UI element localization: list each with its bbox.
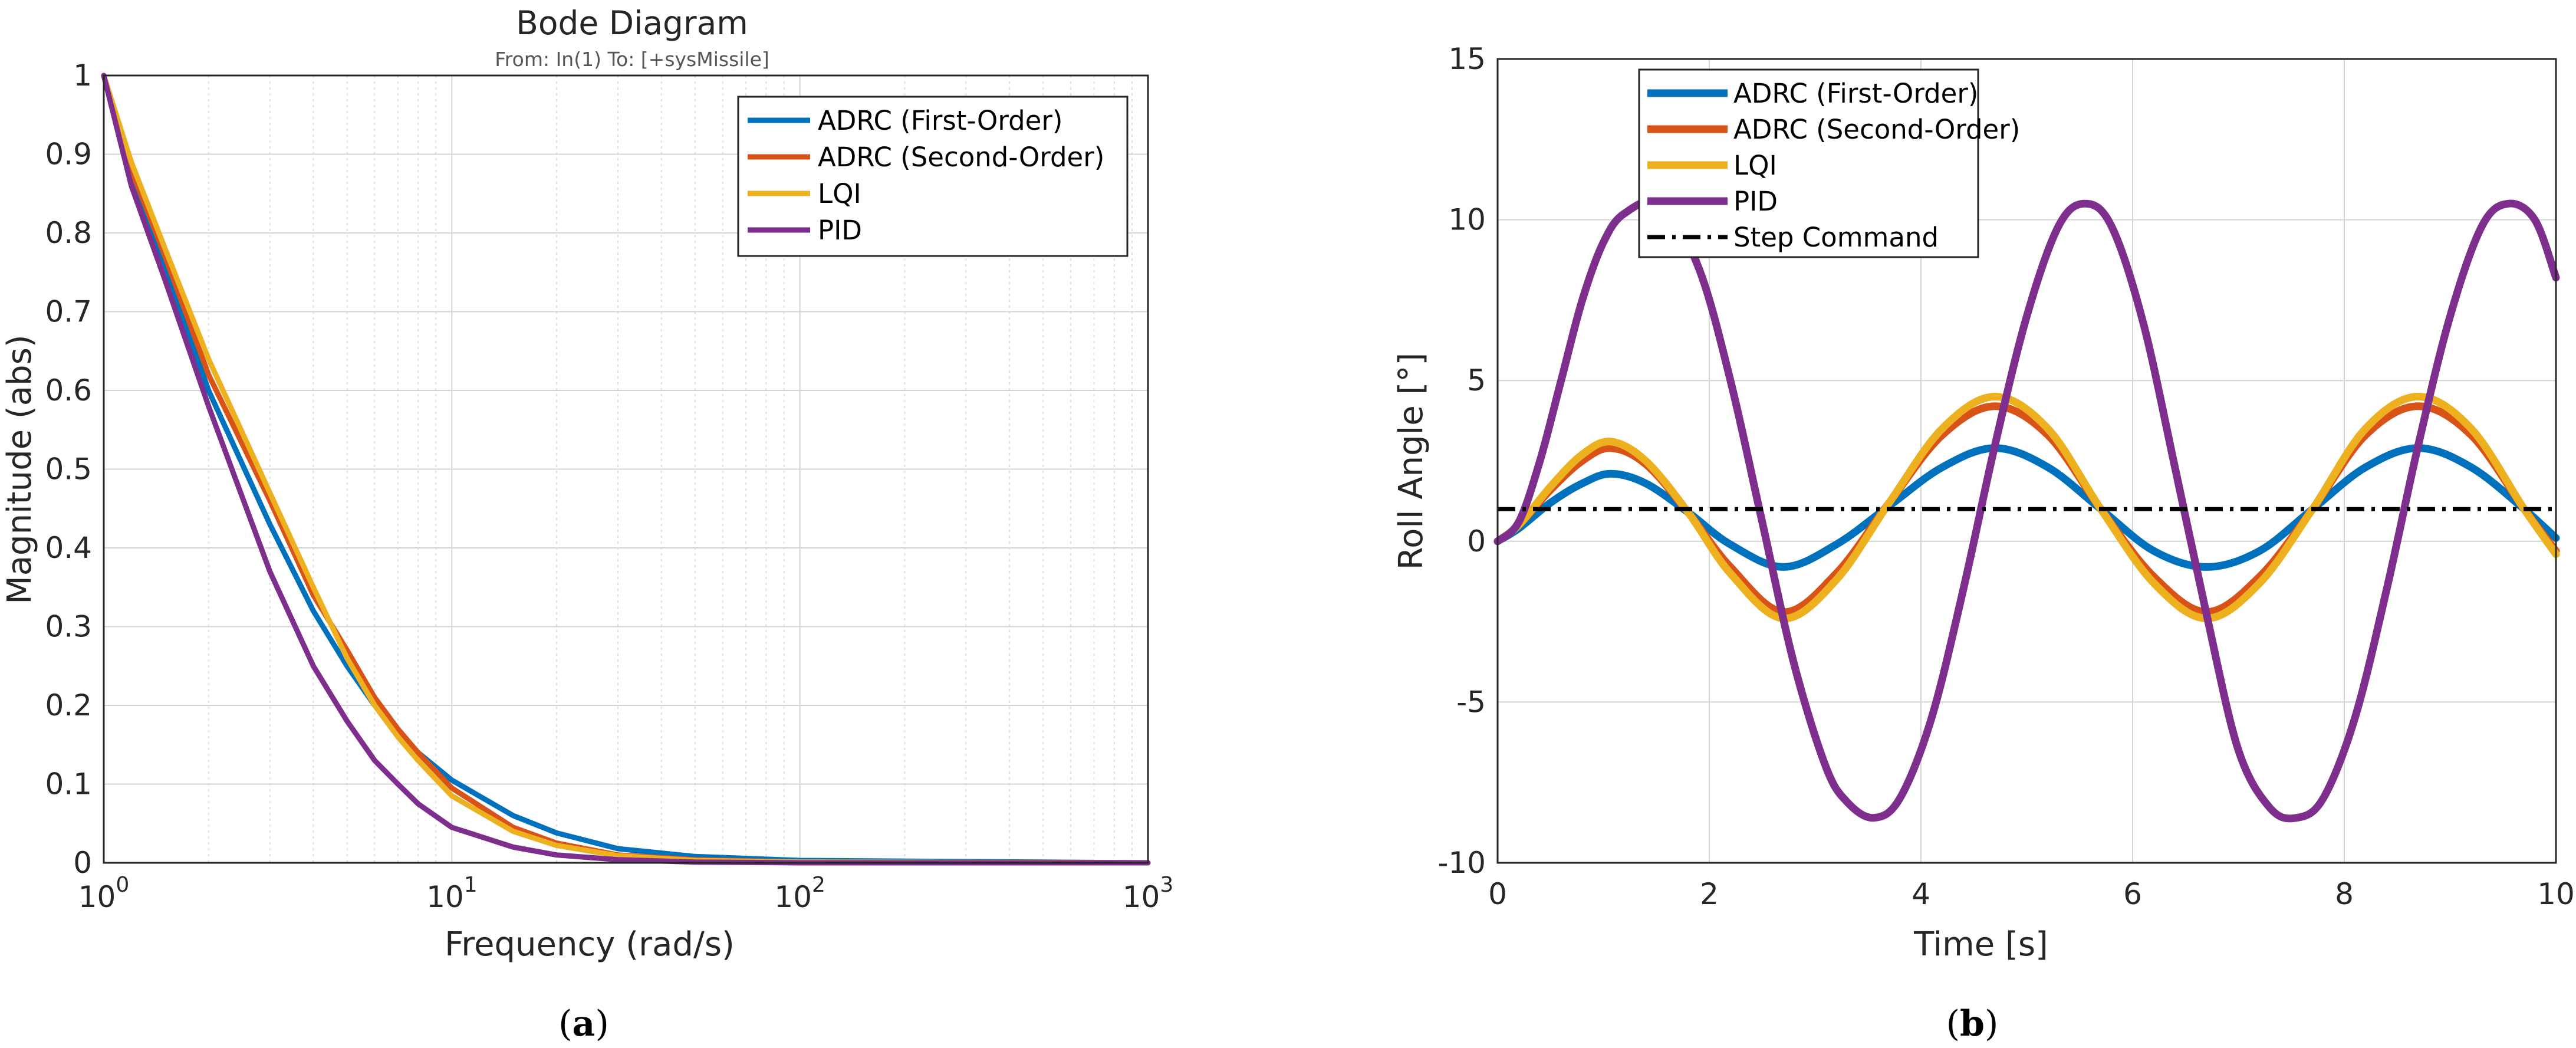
- legend-label: ADRC (First-Order): [818, 105, 1062, 136]
- x-tick-label: 4: [1912, 877, 1930, 911]
- legend-label: ADRC (Second-Order): [1733, 114, 2020, 145]
- series-line: [1493, 393, 2560, 623]
- y-tick-label: 0.4: [45, 531, 92, 565]
- x-tick-label: 8: [2335, 877, 2354, 911]
- legend-label: Step Command: [1733, 222, 1939, 253]
- y-tick-label: 15: [1448, 42, 1486, 76]
- chart-b-ticks: 0 2 4 6 8 10 -10 -5 0 5 10 15: [1437, 42, 2574, 911]
- x-tick-base: 10: [78, 880, 116, 914]
- chart-a-ylabel: Magnitude (abs): [1, 334, 39, 604]
- panel-a-label: (a): [558, 1003, 609, 1044]
- legend-label: LQI: [1733, 150, 1777, 181]
- y-tick-label: 0: [1467, 524, 1486, 559]
- series-line: [101, 73, 1151, 866]
- y-tick-label: 0.3: [45, 610, 92, 644]
- chart-a-legend: ADRC (First-Order) ADRC (Second-Order) LQI…: [737, 96, 1129, 257]
- x-tick-exponent: 3: [1160, 873, 1173, 897]
- legend-label: PID: [818, 215, 862, 246]
- y-tick-label: 5: [1467, 363, 1486, 397]
- chart-b-legend: ADRC (First-Order) ADRC (Second-Order) LQI…: [1638, 68, 2020, 258]
- x-tick-label: 10: [2537, 877, 2575, 911]
- y-tick-label: 0: [73, 846, 92, 880]
- x-tick-label: 102: [774, 873, 825, 914]
- panel-b-label: (b): [1946, 1003, 1999, 1044]
- chart-b: 0 2 4 6 8 10 -10 -5 0 5 10 15 Time [s] Roll Angle […: [1392, 42, 2575, 1044]
- x-tick-exponent: 1: [464, 873, 478, 897]
- legend-label: ADRC (First-Order): [1733, 78, 1978, 109]
- x-tick-label: 103: [1123, 873, 1174, 914]
- legend-label: LQI: [818, 178, 861, 209]
- x-tick-label: 2: [1700, 877, 1719, 911]
- y-tick-label: 0.7: [45, 295, 92, 329]
- y-tick-label: 0.9: [45, 137, 92, 172]
- legend-label: ADRC (Second-Order): [818, 142, 1104, 173]
- x-tick-base: 10: [774, 880, 812, 914]
- chart-a-ticks: 100 101 102 10300.10.20.30.40.50.60.70.80.9…: [45, 58, 1173, 914]
- x-tick-base: 10: [1123, 880, 1160, 914]
- x-tick-base: 10: [426, 880, 464, 914]
- x-tick-exponent: 0: [116, 873, 129, 897]
- y-tick-label: 0.1: [45, 767, 92, 801]
- chart-a-subtitle: From: In(1) To: [+sysMissile]: [495, 48, 769, 71]
- y-tick-label: 10: [1448, 203, 1486, 237]
- y-tick-label: 0.2: [45, 688, 92, 722]
- chart-a: Bode Diagram From: In(1) To: [+sysMissil…: [1, 4, 1173, 1044]
- chart-a-title: Bode Diagram: [516, 4, 748, 42]
- x-tick-label: 100: [78, 873, 130, 914]
- legend-label: PID: [1733, 186, 1778, 217]
- y-tick-label: 0.5: [45, 452, 92, 487]
- y-tick-label: -5: [1456, 685, 1486, 719]
- y-tick-label: 0.8: [45, 216, 92, 250]
- y-tick-label: 0.6: [45, 373, 92, 408]
- series-line: [101, 73, 1151, 866]
- x-tick-label: 101: [426, 873, 478, 914]
- y-tick-label: 1: [73, 58, 92, 93]
- chart-a-lines: [101, 73, 1151, 866]
- chart-b-xlabel: Time [s]: [1913, 925, 2048, 964]
- x-tick-exponent: 2: [812, 873, 825, 897]
- chart-b-axes-box: [1496, 58, 2557, 864]
- x-tick-label: 0: [1488, 877, 1507, 911]
- y-tick-label: -10: [1437, 846, 1486, 880]
- chart-a-xlabel: Frequency (rad/s): [445, 925, 735, 964]
- x-tick-label: 6: [2123, 877, 2142, 911]
- chart-a-axes-box: [103, 74, 1149, 864]
- chart-b-ylabel: Roll Angle [°]: [1392, 353, 1430, 570]
